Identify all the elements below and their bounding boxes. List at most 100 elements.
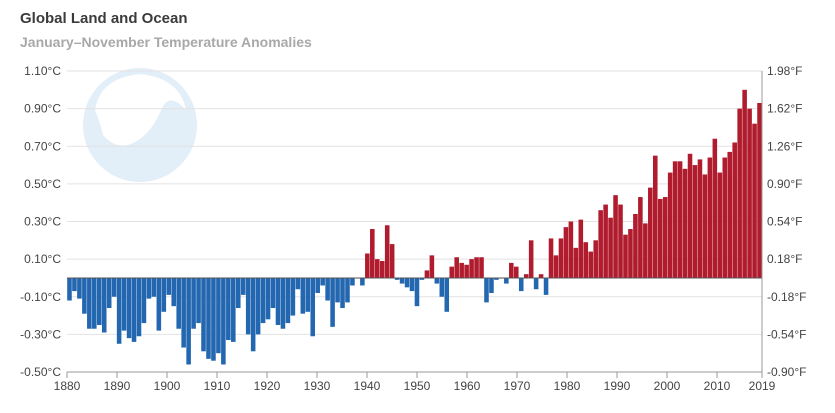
y-tick-label-right: 1.98°F <box>767 64 802 78</box>
bar-2014 <box>732 142 737 278</box>
y-tick-label-right: 1.62°F <box>767 102 802 116</box>
bar-1985 <box>588 251 594 278</box>
bar-1963 <box>479 257 484 278</box>
bar-1956 <box>444 277 450 312</box>
bar-2005 <box>687 153 693 278</box>
bar-1891 <box>121 277 127 331</box>
y-tick-label-left: 1.10°C <box>24 64 61 78</box>
x-tick-label: 1970 <box>504 379 531 393</box>
y-tick-label-right: -0.18°F <box>767 290 806 304</box>
bar-2015 <box>737 108 742 278</box>
x-tick-label: 2019 <box>749 379 776 393</box>
bar-1964 <box>484 277 489 303</box>
bar-1888 <box>106 277 112 309</box>
logo-text: NOAA <box>113 93 163 112</box>
bar-1949 <box>409 277 415 292</box>
bar-1988 <box>603 204 608 278</box>
bar-1979 <box>558 238 564 278</box>
bar-1882 <box>77 277 82 299</box>
bar-1950 <box>414 277 420 307</box>
bar-2006 <box>692 165 698 278</box>
bar-1962 <box>474 257 479 278</box>
y-tick-label-right: -0.54°F <box>767 327 806 341</box>
bar-2009 <box>707 157 713 278</box>
bar-1971 <box>518 277 524 292</box>
bar-1961 <box>469 259 474 278</box>
bar-1915 <box>240 277 246 295</box>
y-tick-label-left: 0.50°C <box>24 177 61 191</box>
bar-1947 <box>399 277 405 284</box>
bar-1889 <box>111 277 117 297</box>
bar-1965 <box>489 277 494 293</box>
bar-1911 <box>221 277 226 365</box>
bar-1945 <box>389 244 395 278</box>
bar-1996 <box>643 223 648 278</box>
bar-1902 <box>176 277 181 329</box>
bar-1953 <box>429 255 435 278</box>
bar-1958 <box>454 257 459 278</box>
bar-1960 <box>464 264 469 278</box>
y-tick-label-left: -0.30°C <box>20 327 61 341</box>
y-tick-label-left: 0.10°C <box>24 252 61 266</box>
bar-2016 <box>742 89 747 278</box>
x-tick-label: 1940 <box>354 379 381 393</box>
bar-1959 <box>459 262 464 278</box>
bar-2018 <box>752 123 757 278</box>
x-tick-label: 1890 <box>104 379 131 393</box>
y-tick-label-right: 0.18°F <box>767 252 802 266</box>
bar-1884 <box>87 277 92 329</box>
bar-1924 <box>285 277 291 324</box>
bar-1910 <box>216 277 221 354</box>
bar-1887 <box>101 277 107 333</box>
bar-1952 <box>424 270 430 278</box>
bar-1930 <box>315 277 320 293</box>
x-tick-label: 1980 <box>554 379 581 393</box>
bar-1896 <box>146 277 152 299</box>
bar-1893 <box>131 277 137 342</box>
bar-2001 <box>667 172 673 278</box>
bar-1943 <box>379 261 385 278</box>
bar-2013 <box>727 151 733 278</box>
bar-1954 <box>434 277 440 284</box>
bar-1983 <box>578 219 584 278</box>
y-tick-label-left: -0.10°C <box>20 290 61 304</box>
bar-1921 <box>270 277 276 309</box>
bar-2008 <box>702 174 708 278</box>
bar-1909 <box>211 277 216 361</box>
bar-1880 <box>67 277 72 301</box>
bar-2003 <box>677 161 683 278</box>
bar-1948 <box>404 277 410 288</box>
bar-1903 <box>181 277 186 348</box>
bar-1968 <box>504 277 509 284</box>
bar-1939 <box>360 277 365 286</box>
bar-1993 <box>628 229 633 278</box>
bar-1942 <box>374 259 380 278</box>
x-tick-label: 1910 <box>204 379 231 393</box>
bar-1894 <box>136 277 142 337</box>
bar-1913 <box>231 277 236 342</box>
bar-1977 <box>548 238 554 278</box>
chart-title: Global Land and Ocean <box>20 10 188 27</box>
y-tick-label-right: -0.90°F <box>767 365 806 379</box>
bar-1916 <box>245 277 251 335</box>
bar-1918 <box>255 277 261 335</box>
bar-1936 <box>345 277 350 303</box>
bar-1905 <box>191 277 196 329</box>
bar-1972 <box>523 274 529 278</box>
bar-2010 <box>712 138 718 278</box>
bar-1923 <box>280 277 286 329</box>
bar-2011 <box>717 172 723 278</box>
bar-1980 <box>563 227 569 278</box>
bar-1881 <box>72 277 77 292</box>
axes <box>66 71 763 378</box>
bar-1919 <box>260 277 266 324</box>
bar-1883 <box>82 277 87 314</box>
bar-1920 <box>265 277 271 320</box>
bar-1957 <box>449 266 455 278</box>
bar-1934 <box>335 277 340 303</box>
bar-1892 <box>126 277 132 339</box>
bar-1955 <box>439 277 445 297</box>
y-tick-label-right: 1.26°F <box>767 139 802 153</box>
bar-1890 <box>116 277 122 344</box>
x-tick-label: 1920 <box>254 379 281 393</box>
